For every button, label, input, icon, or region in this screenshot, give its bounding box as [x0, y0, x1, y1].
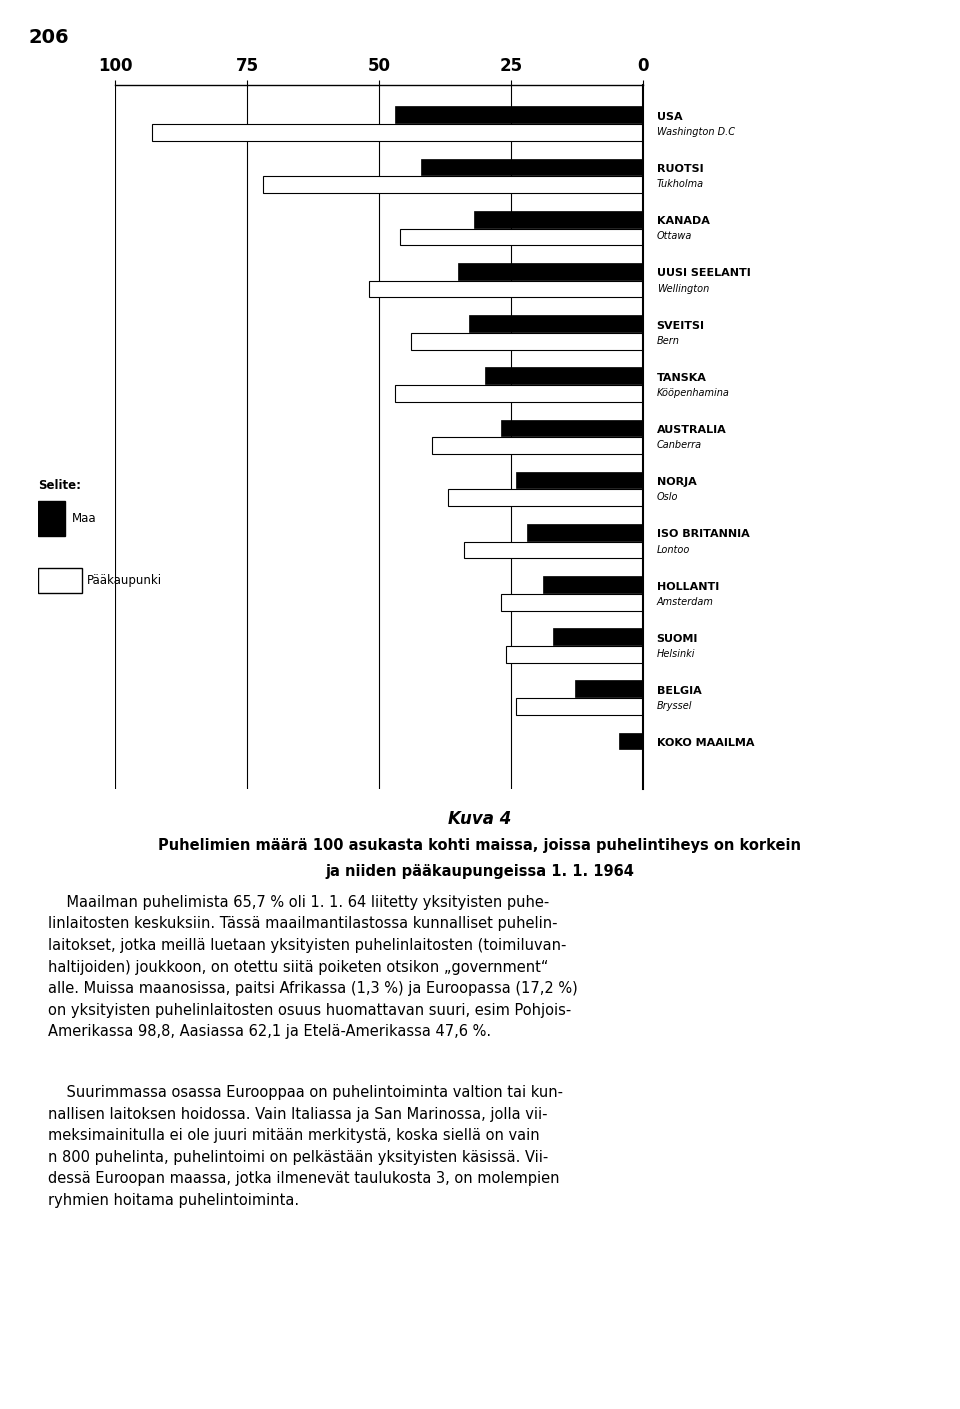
Text: Amsterdam: Amsterdam	[657, 596, 713, 607]
Bar	[501, 420, 643, 437]
Text: Bryssel: Bryssel	[657, 702, 692, 712]
Text: Helsinki: Helsinki	[657, 650, 695, 659]
Text: SUOMI: SUOMI	[657, 634, 698, 644]
Bar	[474, 211, 643, 227]
Bar	[396, 107, 643, 123]
Bar	[469, 316, 643, 333]
Bar	[543, 576, 643, 593]
Bar	[516, 699, 643, 714]
Text: RUOTSI: RUOTSI	[657, 163, 704, 175]
Bar	[432, 437, 643, 454]
Bar	[516, 472, 643, 489]
Bar	[153, 124, 643, 141]
Text: Washington D.C: Washington D.C	[657, 127, 734, 137]
Bar	[396, 385, 643, 402]
Bar	[553, 628, 643, 645]
Text: Canberra: Canberra	[657, 440, 702, 449]
Bar	[38, 500, 65, 537]
Text: TANSKA: TANSKA	[657, 373, 707, 383]
Text: Maa: Maa	[72, 511, 97, 526]
Bar	[400, 228, 643, 245]
Bar	[464, 541, 643, 558]
Bar	[527, 524, 643, 541]
Text: Kööpenhamina: Kööpenhamina	[657, 387, 730, 397]
Text: Puhelimien määrä 100 asukasta kohti maissa, joissa puhelintiheys on korkein: Puhelimien määrä 100 asukasta kohti mais…	[158, 838, 802, 854]
Text: Wellington: Wellington	[657, 283, 708, 293]
Text: KOKO MAAILMA: KOKO MAAILMA	[657, 738, 755, 748]
Text: Oslo: Oslo	[657, 492, 678, 503]
Text: HOLLANTI: HOLLANTI	[657, 582, 719, 592]
Text: Maailman puhelimista 65,7 % oli 1. 1. 64 liitetty yksityisten puhe-
linlaitosten: Maailman puhelimista 65,7 % oli 1. 1. 64…	[48, 895, 578, 1040]
Text: Tukholma: Tukholma	[657, 179, 704, 189]
Text: AUSTRALIA: AUSTRALIA	[657, 426, 727, 435]
Text: Bern: Bern	[657, 335, 680, 345]
Bar	[485, 368, 643, 385]
Text: ja niiden pääkaupungeissa 1. 1. 1964: ja niiden pääkaupungeissa 1. 1. 1964	[325, 864, 635, 879]
Text: Selite:: Selite:	[38, 479, 82, 492]
Text: SVEITSI: SVEITSI	[657, 321, 705, 331]
Text: 206: 206	[29, 28, 69, 46]
Bar	[574, 681, 643, 697]
Text: USA: USA	[657, 111, 683, 123]
Text: Pääkaupunki: Pääkaupunki	[86, 573, 161, 588]
Bar	[447, 489, 643, 506]
Text: BELGIA: BELGIA	[657, 686, 702, 696]
Bar	[421, 159, 643, 175]
Text: Lontoo: Lontoo	[657, 544, 690, 555]
Bar	[459, 263, 643, 280]
Bar	[38, 568, 82, 593]
Bar	[411, 333, 643, 349]
Text: KANADA: KANADA	[657, 216, 709, 227]
Text: Kuva 4: Kuva 4	[448, 810, 512, 828]
Text: ISO BRITANNIA: ISO BRITANNIA	[657, 530, 750, 540]
Bar	[263, 176, 643, 193]
Text: Suurimmassa osassa Eurooppaa on puhelintoiminta valtion tai kun-
nallisen laitok: Suurimmassa osassa Eurooppaa on puhelint…	[48, 1085, 563, 1208]
Text: UUSI SEELANTI: UUSI SEELANTI	[657, 269, 751, 279]
Text: Ottawa: Ottawa	[657, 231, 692, 241]
Bar	[501, 593, 643, 610]
Bar	[619, 733, 643, 750]
Bar	[369, 280, 643, 297]
Bar	[506, 647, 643, 662]
Text: NORJA: NORJA	[657, 478, 696, 488]
